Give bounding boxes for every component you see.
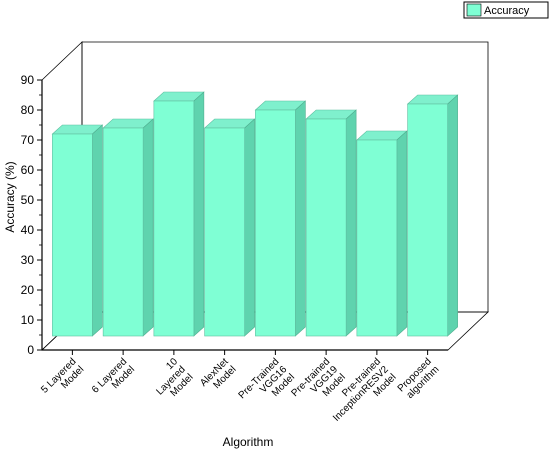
bar-side — [295, 100, 306, 337]
y-tick-label: 0 — [27, 343, 34, 357]
y-tick-label: 30 — [21, 253, 35, 267]
x-tick-label: Pre-trainedVGG19Model — [289, 356, 348, 415]
bar-front — [305, 118, 347, 337]
bar-front — [102, 127, 144, 337]
y-tick-label: 10 — [21, 313, 35, 327]
bar — [102, 118, 154, 337]
x-tick-label: 6 LayeredModel — [90, 356, 137, 403]
x-tick-label: Proposedalgorithm — [396, 356, 442, 402]
bar-side — [447, 94, 458, 337]
bar-side — [396, 130, 408, 337]
x-tick-label: Pre-TrainedVGG16Model — [237, 356, 298, 417]
legend-label: Accuracy — [484, 5, 530, 17]
chart-legend: Accuracy — [463, 1, 549, 19]
bar — [153, 91, 205, 337]
bar — [51, 124, 104, 337]
bar-side — [142, 118, 154, 337]
bar — [305, 109, 357, 337]
y-tick-label: 80 — [21, 103, 35, 117]
bar-front — [255, 109, 296, 337]
bar — [203, 118, 256, 337]
legend-box — [463, 1, 549, 19]
bar-front — [407, 103, 448, 337]
x-tick-label: 5 LayeredModel — [39, 356, 86, 403]
bar-front — [356, 139, 398, 337]
y-tick-label: 70 — [21, 133, 35, 147]
bar-side — [244, 118, 255, 337]
legend-swatch — [466, 3, 482, 17]
y-tick-label: 60 — [21, 163, 35, 177]
bar-front — [204, 127, 245, 337]
x-tick-label: AlexNetModel — [198, 356, 238, 396]
bar — [406, 94, 459, 337]
x-axis-label: Algorithm — [223, 435, 274, 449]
bar — [254, 100, 307, 337]
y-axis-label: Accuracy (%) — [3, 161, 17, 232]
bar-side — [92, 124, 103, 337]
y-tick-label: 40 — [21, 223, 35, 237]
bar-side — [193, 91, 205, 337]
bar-front — [52, 133, 93, 337]
chart-ticks: 0 10 20 30 40 50 60 70 80 90 — [21, 73, 429, 357]
bar-front — [153, 100, 195, 337]
chart-bars — [51, 91, 459, 337]
y-tick-label: 50 — [21, 193, 35, 207]
bar-side — [345, 109, 357, 337]
y-tick-label: 90 — [21, 73, 35, 87]
bar — [356, 130, 408, 337]
y-tick-label: 20 — [21, 283, 35, 297]
x-tick-label: 10LayeredModel — [147, 356, 196, 405]
